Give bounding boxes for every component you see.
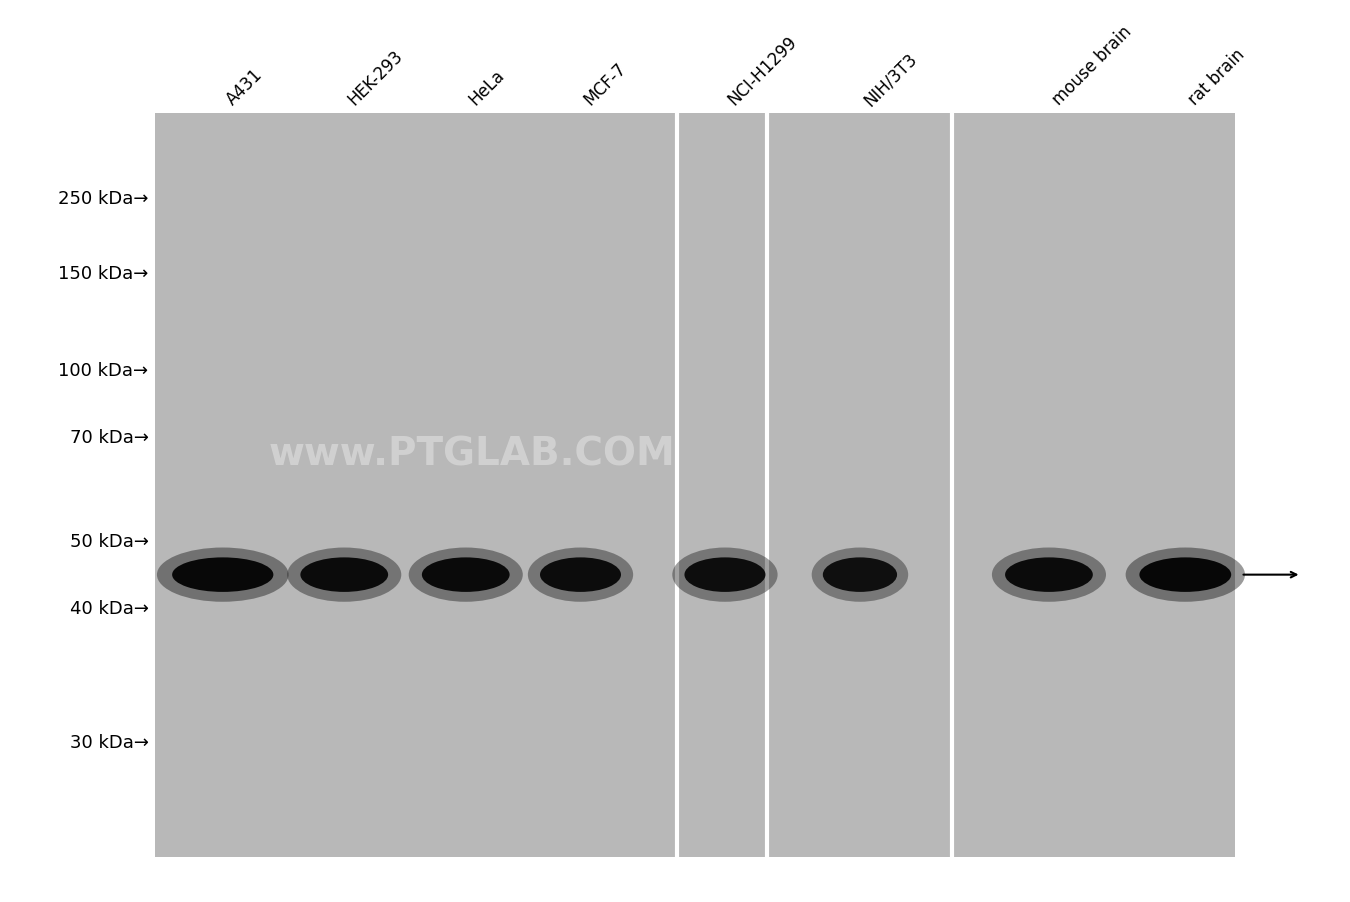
Ellipse shape — [811, 548, 909, 603]
Ellipse shape — [824, 557, 896, 593]
Text: HEK-293: HEK-293 — [344, 47, 406, 109]
Ellipse shape — [157, 548, 289, 603]
Ellipse shape — [528, 548, 633, 603]
Ellipse shape — [540, 557, 621, 593]
Text: NIH/3T3: NIH/3T3 — [860, 49, 921, 109]
Ellipse shape — [1126, 548, 1245, 603]
Ellipse shape — [1139, 557, 1231, 593]
Ellipse shape — [409, 548, 522, 603]
Text: MCF-7: MCF-7 — [580, 60, 630, 109]
FancyBboxPatch shape — [155, 114, 1235, 857]
Text: 150 kDa→: 150 kDa→ — [58, 264, 148, 282]
Text: 40 kDa→: 40 kDa→ — [69, 599, 148, 617]
Ellipse shape — [288, 548, 401, 603]
Text: rat brain: rat brain — [1185, 46, 1249, 109]
Ellipse shape — [992, 548, 1106, 603]
Ellipse shape — [300, 557, 389, 593]
Text: 250 kDa→: 250 kDa→ — [58, 190, 148, 208]
Ellipse shape — [684, 557, 765, 593]
Text: www.PTGLAB.COM: www.PTGLAB.COM — [269, 435, 676, 473]
Text: NCI-H1299: NCI-H1299 — [725, 33, 801, 109]
Text: 30 kDa→: 30 kDa→ — [69, 733, 148, 751]
Text: 50 kDa→: 50 kDa→ — [69, 532, 148, 550]
Text: mouse brain: mouse brain — [1049, 23, 1135, 109]
Text: HeLa: HeLa — [466, 67, 508, 109]
Text: 100 kDa→: 100 kDa→ — [58, 361, 148, 379]
Ellipse shape — [421, 557, 510, 593]
Text: 70 kDa→: 70 kDa→ — [69, 428, 148, 446]
Ellipse shape — [672, 548, 778, 603]
Ellipse shape — [173, 557, 273, 593]
Text: A431: A431 — [223, 66, 266, 109]
Ellipse shape — [1004, 557, 1094, 593]
